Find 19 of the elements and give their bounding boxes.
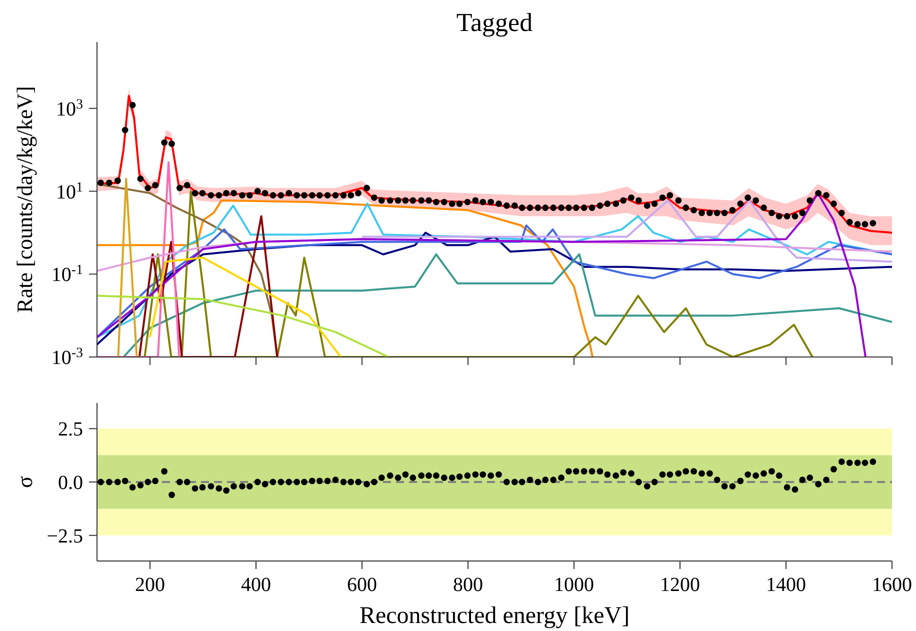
x-tick-label: 600 — [347, 574, 377, 596]
x-tick-label: 1200 — [660, 574, 700, 596]
x-tick-label: 400 — [241, 574, 271, 596]
x-tick-label: 1400 — [766, 574, 806, 596]
y-tick-label: 10$^{-3}$ — [51, 346, 83, 369]
y-axis-title: Rate [counts/day/kg/keV] — [12, 86, 37, 313]
y-tick-label: 10$^{3}$ — [56, 96, 83, 120]
x-tick-label: 1600 — [872, 574, 912, 596]
y-tick-label: 0.0 — [58, 472, 83, 494]
x-tick-label: 1000 — [554, 574, 594, 596]
y-axis-title: σ — [12, 476, 37, 488]
y-tick-label: 2.5 — [58, 418, 83, 441]
y-tick-label: 10$^{1}$ — [56, 180, 83, 204]
x-axis-title: Reconstructed energy [keV] — [359, 603, 630, 629]
chart-title: Tagged — [455, 8, 534, 38]
x-tick-label: 200 — [135, 574, 165, 596]
x-tick-label: 800 — [453, 574, 483, 596]
y-tick-label: 10$^{-1}$ — [51, 262, 83, 286]
y-tick-label: −2.5 — [46, 525, 83, 548]
